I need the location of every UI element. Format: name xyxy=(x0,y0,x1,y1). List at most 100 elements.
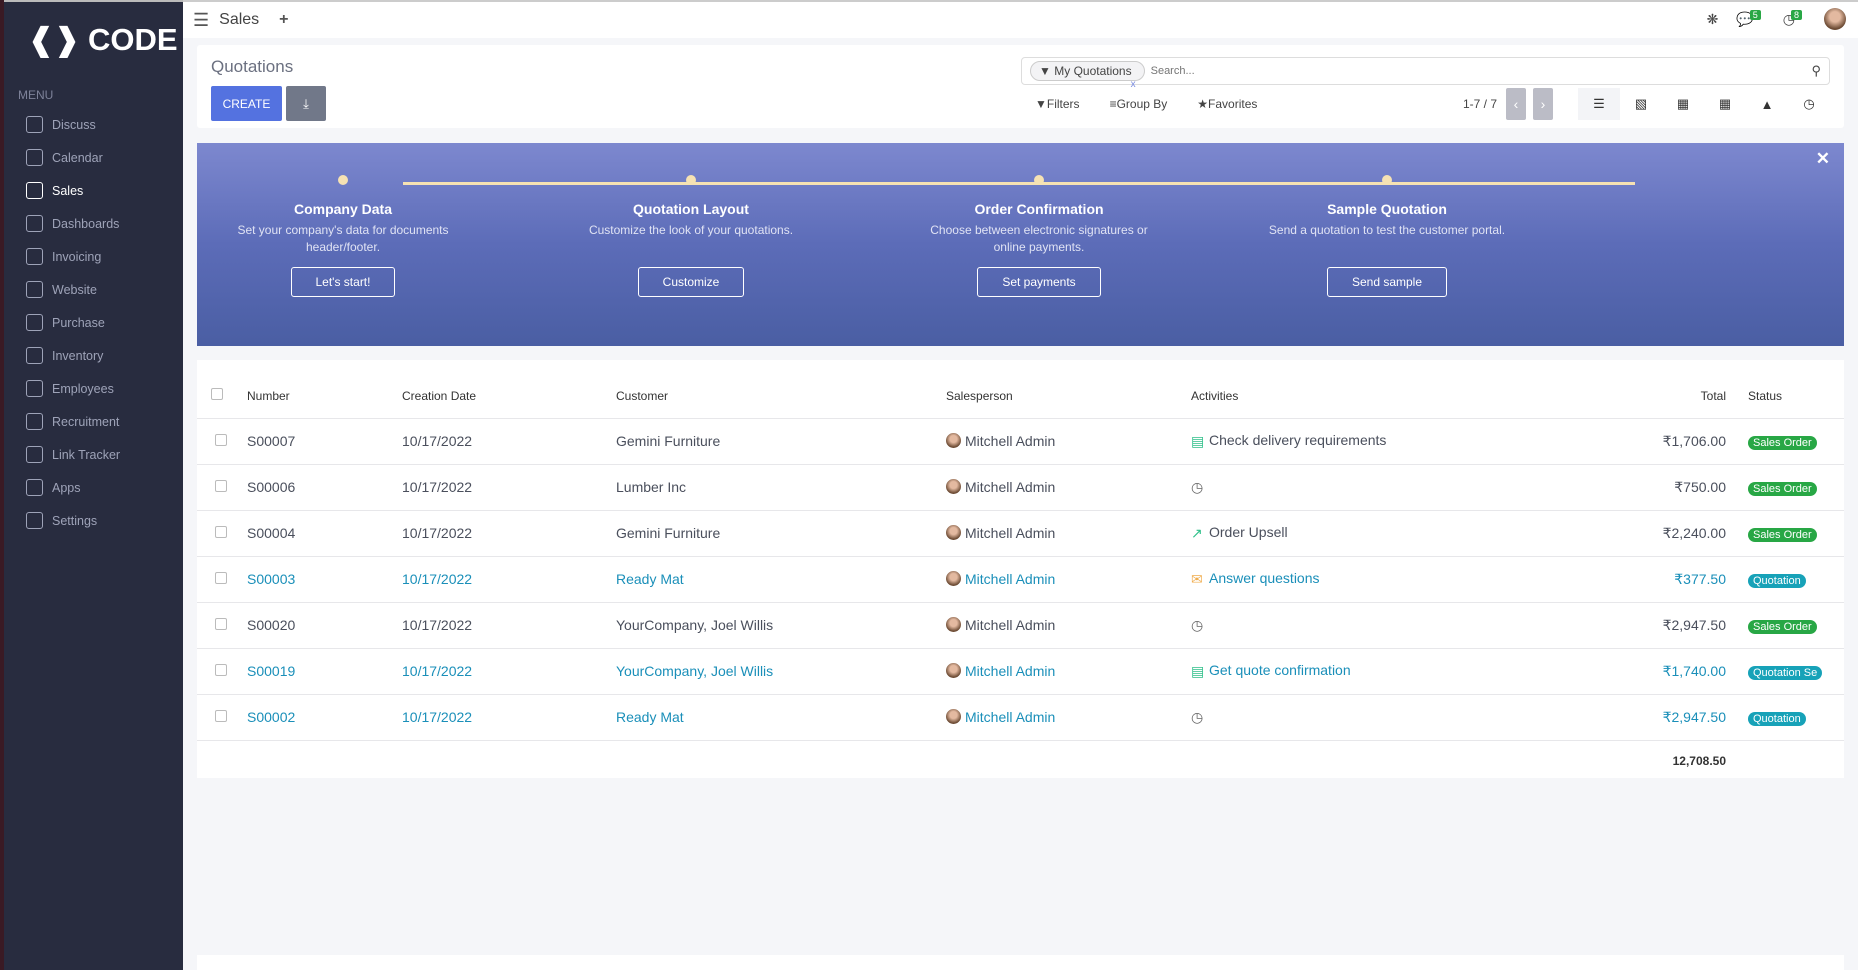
sidebar-item-inventory[interactable]: Inventory xyxy=(26,339,176,372)
table-row[interactable]: S00002 10/17/2022 Ready Mat Mitchell Adm… xyxy=(197,693,1844,740)
messages-icon[interactable]: 💬5 xyxy=(1736,9,1764,28)
table-row[interactable]: S00003 10/17/2022 Ready Mat Mitchell Adm… xyxy=(197,555,1844,602)
debug-bug-icon[interactable]: ❋ xyxy=(1706,10,1719,27)
new-tab-plus-icon[interactable]: + xyxy=(279,11,289,28)
footer-strip xyxy=(197,955,1844,970)
sidebar-item-link-tracker[interactable]: Link Tracker xyxy=(26,438,176,471)
col-date[interactable]: Creation Date xyxy=(402,388,477,403)
sidebar-item-discuss[interactable]: Discuss xyxy=(26,108,176,141)
step-dot xyxy=(686,175,696,185)
list-view-icon[interactable]: ☰ xyxy=(1578,88,1620,120)
row-checkbox[interactable] xyxy=(215,526,227,538)
chat-icon xyxy=(26,116,43,133)
sidebar-item-employees[interactable]: Employees xyxy=(26,372,176,405)
download-button[interactable]: ⤓ xyxy=(286,86,326,121)
activity-cell[interactable]: ✉ Answer questions xyxy=(1191,555,1547,602)
row-checkbox[interactable] xyxy=(215,480,227,492)
sidebar-item-label: Calendar xyxy=(52,150,103,165)
col-status[interactable]: Status xyxy=(1748,388,1783,403)
row-checkbox[interactable] xyxy=(215,572,227,584)
favorites-button[interactable]: ★Favorites xyxy=(1197,97,1257,111)
status-badge: Quotation xyxy=(1748,711,1806,726)
user-avatar[interactable] xyxy=(1824,8,1846,30)
menu-heading: MENU xyxy=(18,88,54,102)
logo[interactable]: ❰❱ CODE xyxy=(28,22,178,58)
sidebar-item-apps[interactable]: Apps xyxy=(26,471,176,504)
tasks-icon[interactable]: ▤ xyxy=(1191,663,1205,679)
activity-cell[interactable]: ▤ Get quote confirmation xyxy=(1191,647,1547,694)
calendar-view-icon[interactable]: ▦ xyxy=(1676,96,1690,111)
table-row[interactable]: S00019 10/17/2022 YourCompany, Joel Will… xyxy=(197,647,1844,694)
step-button[interactable]: Let's start! xyxy=(290,267,396,297)
sidebar-item-dashboards[interactable]: Dashboards xyxy=(26,207,176,240)
code-logo-icon: ❰❱ xyxy=(28,22,80,57)
table-row[interactable]: S00004 10/17/2022 Gemini Furniture Mitch… xyxy=(197,509,1844,556)
activity-summary: Check delivery requirements xyxy=(1209,432,1387,448)
sidebar-item-purchase[interactable]: Purchase xyxy=(26,306,176,339)
app-icon xyxy=(26,314,43,331)
row-checkbox[interactable] xyxy=(215,618,227,630)
sidebar-item-label: Dashboards xyxy=(52,216,120,231)
create-button[interactable]: CREATE xyxy=(211,86,282,121)
invoice-icon xyxy=(26,248,43,265)
col-total[interactable]: Total xyxy=(1700,388,1726,403)
group-by-label: Group By xyxy=(1116,97,1168,111)
row-checkbox[interactable] xyxy=(215,664,227,676)
search-input[interactable] xyxy=(1150,65,1829,77)
table-row[interactable]: S00007 10/17/2022 Gemini Furniture Mitch… xyxy=(197,417,1844,464)
col-customer[interactable]: Customer xyxy=(616,388,669,403)
sidebar-item-invoicing[interactable]: Invoicing xyxy=(26,240,176,273)
upsell-chart-icon[interactable]: ↗ xyxy=(1191,525,1203,541)
activity-cell[interactable]: ◷ xyxy=(1191,601,1547,648)
sidebar-item-website[interactable]: Website xyxy=(26,273,176,306)
select-all-checkbox[interactable] xyxy=(211,388,223,401)
sidebar-item-settings[interactable]: Settings xyxy=(26,504,176,537)
tasks-icon[interactable]: ▤ xyxy=(1191,433,1205,449)
activity-view-icon[interactable]: ◷ xyxy=(1803,96,1815,111)
remove-facet-icon[interactable]: x xyxy=(1130,79,1136,90)
pager-value[interactable]: 1-7 / 7 xyxy=(1463,97,1498,111)
step-button[interactable]: Send sample xyxy=(1326,267,1448,297)
col-number[interactable]: Number xyxy=(247,388,290,403)
sidebar-item-recruitment[interactable]: Recruitment xyxy=(26,405,176,438)
activity-cell[interactable]: ◷ xyxy=(1191,463,1547,510)
sidebar-item-label: Discuss xyxy=(52,117,96,132)
activities-clock-icon[interactable]: ◷8 xyxy=(1783,9,1806,28)
close-banner-icon[interactable]: ✕ xyxy=(1815,149,1830,168)
total-cell: ₹750.00 xyxy=(1547,463,1748,510)
search-facet[interactable]: ▼ My Quotations x xyxy=(1030,61,1145,90)
pivot-view-icon[interactable]: ▦ xyxy=(1718,96,1732,111)
table-row[interactable]: S00006 10/17/2022 Lumber Inc Mitchell Ad… xyxy=(197,463,1844,510)
clock-icon[interactable]: ◷ xyxy=(1191,709,1204,725)
col-activities[interactable]: Activities xyxy=(1191,388,1239,403)
sidebar-item-calendar[interactable]: Calendar xyxy=(26,141,176,174)
salesperson-name: Mitchell Admin xyxy=(965,433,1056,449)
sidebar: ❰❱ CODE MENU Discuss Calendar Sales Dashboar… xyxy=(4,0,183,970)
favorites-label: Favorites xyxy=(1208,97,1258,111)
sidebar-item-label: Invoicing xyxy=(52,249,102,264)
kanban-view-icon[interactable]: ▧ xyxy=(1634,96,1648,111)
sum-total: 12,708.50 xyxy=(1547,739,1748,782)
clock-icon[interactable]: ◷ xyxy=(1191,617,1204,633)
graph-view-icon[interactable]: ▲ xyxy=(1760,96,1774,112)
sidebar-item-sales[interactable]: Sales xyxy=(26,174,176,207)
activity-cell[interactable]: ◷ xyxy=(1191,693,1547,740)
filters-button[interactable]: ▼Filters xyxy=(1035,97,1080,111)
group-by-button[interactable]: ≡Group By xyxy=(1110,97,1168,111)
step-title: Quotation Layout xyxy=(633,201,749,217)
menu-toggle-icon[interactable]: ☰ xyxy=(193,9,210,30)
activity-cell[interactable]: ▤ Check delivery requirements xyxy=(1191,417,1547,464)
pager-previous-button[interactable]: ‹ xyxy=(1506,88,1526,120)
search-icon[interactable]: ⚲ xyxy=(1811,63,1821,78)
step-button[interactable]: Set payments xyxy=(977,267,1101,297)
clock-icon[interactable]: ◷ xyxy=(1191,479,1204,495)
row-checkbox[interactable] xyxy=(215,434,227,446)
pager-next-button[interactable]: › xyxy=(1533,88,1553,120)
col-salesperson[interactable]: Salesperson xyxy=(946,388,1013,403)
envelope-icon[interactable]: ✉ xyxy=(1191,571,1203,587)
row-checkbox[interactable] xyxy=(215,710,227,722)
table-row[interactable]: S00020 10/17/2022 YourCompany, Joel Will… xyxy=(197,601,1844,648)
activity-cell[interactable]: ↗ Order Upsell xyxy=(1191,509,1547,556)
step-button[interactable]: Customize xyxy=(637,267,745,297)
